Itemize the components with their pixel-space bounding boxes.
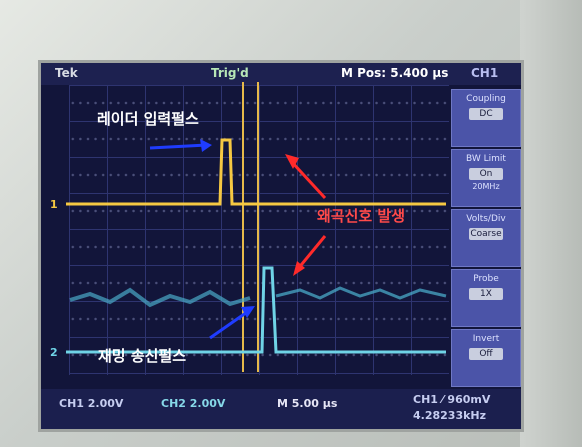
ch2-distortion-waveform [275,286,447,300]
menu-probe-value: 1X [469,288,503,300]
radar-pulse-annotation: 레이더 입력펄스 [97,110,199,128]
jamming-pulse-annotation: 재밍 송신펄스 [98,347,187,365]
menu-probe[interactable]: Probe 1X [451,269,521,327]
status-bar: Tek Trig'd M Pos: 5.400 μs CH1 [41,63,521,85]
channel-side-menu: Coupling DC BW Limit On 20MHz Volts/Div … [451,89,521,389]
trigger-level-readout: CH1 ⁄ 960mV [413,393,491,406]
radar-arrow-head [200,139,212,152]
distortion-arrow-up-head [285,154,299,169]
menu-invert-label: Invert [472,334,500,344]
channel-menu-header: CH1 [471,66,499,80]
menu-coupling-value: DC [469,108,503,120]
menu-invert[interactable]: Invert Off [451,329,521,387]
bottom-readout-bar: CH1 2.00V CH2 2.00V M 5.00 μs CH1 ⁄ 960m… [41,389,521,429]
radar-arrow-shaft [149,143,208,150]
menu-invert-value: Off [469,348,503,360]
menu-volts-div-value: Coarse [469,228,503,240]
bezel-side-panel [520,0,582,447]
menu-bw-limit[interactable]: BW Limit On 20MHz [451,149,521,207]
brand-label: Tek [55,66,78,80]
menu-bw-limit-sub: 20MHz [472,182,500,191]
menu-volts-div-label: Volts/Div [466,214,506,224]
jamming-arrow-shaft [209,308,251,340]
ch2-noise-waveform [69,287,251,308]
distortion-annotation: 왜곡신호 발생 [317,207,406,225]
ch2-scale: CH2 2.00V [161,397,226,410]
timebase-readout: M 5.00 μs [277,397,338,410]
distortion-arrow-down-shaft [295,235,327,271]
distortion-arrow-up-shaft [288,158,327,200]
ch2-ground-marker[interactable]: 2 [50,346,58,359]
menu-coupling[interactable]: Coupling DC [451,89,521,147]
menu-volts-div[interactable]: Volts/Div Coarse [451,209,521,267]
jamming-arrow-head [241,306,255,318]
ch1-ground-marker[interactable]: 1 [50,198,58,211]
horizontal-position: M Pos: 5.400 μs [341,66,449,80]
menu-bw-limit-label: BW Limit [466,154,506,164]
distortion-arrow-down-head [293,261,305,276]
trigger-status: Trig'd [211,66,249,80]
ch1-scale: CH1 2.00V [59,397,124,410]
menu-probe-label: Probe [473,274,499,284]
frequency-readout: 4.28233kHz [413,409,487,422]
menu-bw-limit-value: On [469,168,503,180]
ch1-waveform [66,138,446,206]
menu-coupling-label: Coupling [466,94,506,104]
ch2-waveform [66,266,446,354]
